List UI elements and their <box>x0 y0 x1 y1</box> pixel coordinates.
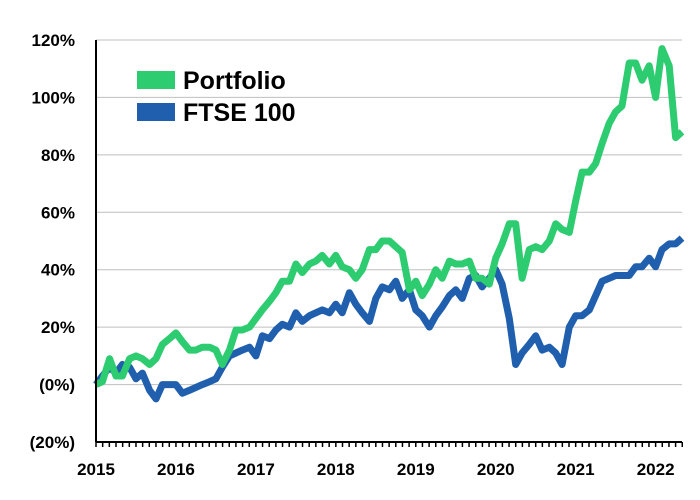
y-tick-label: 80% <box>41 146 75 165</box>
series-line-ftse-100 <box>93 235 685 403</box>
x-tick-label: 2016 <box>157 460 195 479</box>
legend: Portfolio FTSE 100 <box>137 67 296 127</box>
y-tick-label: (0%) <box>39 376 75 395</box>
legend-label: FTSE 100 <box>183 99 296 127</box>
y-tick-label: 40% <box>41 261 75 280</box>
y-axis-tick-labels: (20%) (0%) 20% 40% 60% 80% 100% 120% <box>30 31 75 452</box>
series-lines <box>93 45 685 403</box>
legend-label: Portfolio <box>183 67 286 95</box>
x-tick-label: 2021 <box>557 460 595 479</box>
series-line-portfolio <box>94 45 685 388</box>
y-tick-label: 120% <box>32 31 75 50</box>
gridlines <box>96 39 682 386</box>
legend-swatch <box>137 103 175 121</box>
x-tick-label: 2019 <box>397 460 435 479</box>
legend-swatch <box>137 71 175 89</box>
x-tick-label: 2018 <box>317 460 355 479</box>
x-tick-label: 2015 <box>77 460 115 479</box>
y-tick-label: (20%) <box>30 433 75 452</box>
x-axis-tick-labels: 2015 2016 2017 2018 2019 2020 2021 2022 <box>77 460 674 479</box>
x-tick-label: 2020 <box>477 460 515 479</box>
y-tick-label: 20% <box>41 318 75 337</box>
y-tick-label: 100% <box>32 88 75 107</box>
x-tick-label: 2017 <box>237 460 275 479</box>
x-tick-label: 2022 <box>637 460 675 479</box>
y-tick-label: 60% <box>41 203 75 222</box>
